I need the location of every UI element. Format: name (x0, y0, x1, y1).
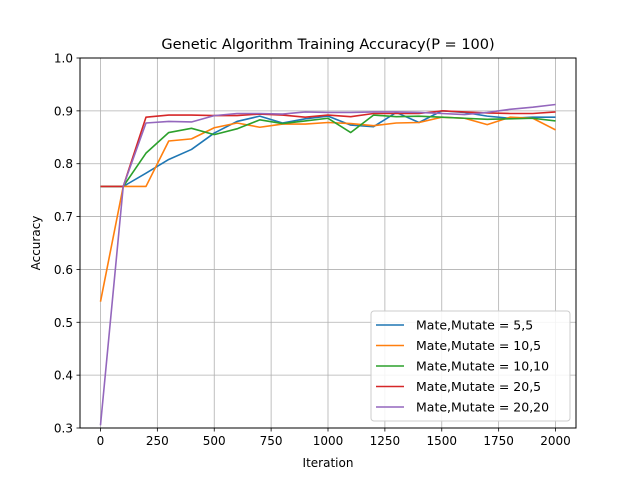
y-axis-title: Accuracy (29, 216, 43, 271)
x-tick-label: 1750 (483, 434, 514, 448)
x-tick-label: 0 (97, 434, 105, 448)
legend-label: Mate,Mutate = 20,20 (416, 400, 549, 415)
series-line (100, 114, 556, 188)
x-tick-label: 1500 (426, 434, 457, 448)
y-tick-label: 0.5 (54, 316, 73, 330)
legend-box (370, 310, 571, 422)
y-tick-label: 0.3 (54, 422, 73, 436)
y-tick-label: 0.6 (54, 263, 73, 277)
x-tick-label: 250 (146, 434, 169, 448)
y-tick-label: 0.7 (54, 210, 73, 224)
x-tick-label: 1000 (313, 434, 344, 448)
series-line (99, 116, 556, 302)
y-tick-label: 0.4 (54, 369, 73, 383)
x-tick-label: 500 (203, 434, 226, 448)
legend-label: Mate,Mutate = 5,5 (416, 318, 533, 333)
axis-ticks: 0 250 500 750 1000 1250 1500 1750 2000 0.3 0.4 0.5 0… (54, 52, 571, 449)
series-lines (99, 103, 556, 426)
x-tick-label: 750 (260, 434, 283, 448)
y-tick-label: 0.8 (54, 157, 73, 171)
legend: Mate,Mutate = 5,5 Mate,Mutate = 10,5 Mate,… (370, 310, 571, 422)
chart-title: Genetic Algorithm Training Accuracy(P = … (161, 37, 494, 53)
x-tick-label: 1250 (370, 434, 401, 448)
legend-label: Mate,Mutate = 20,5 (416, 379, 541, 394)
legend-label: Mate,Mutate = 10,5 (416, 338, 541, 353)
x-tick-label: 2000 (540, 434, 571, 448)
series-line (100, 110, 556, 188)
x-axis-title: Iteration (303, 456, 354, 470)
series-line (99, 103, 556, 426)
y-tick-label: 1.0 (54, 52, 73, 66)
legend-label: Mate,Mutate = 10,10 (416, 359, 549, 374)
y-tick-label: 0.9 (54, 104, 73, 118)
